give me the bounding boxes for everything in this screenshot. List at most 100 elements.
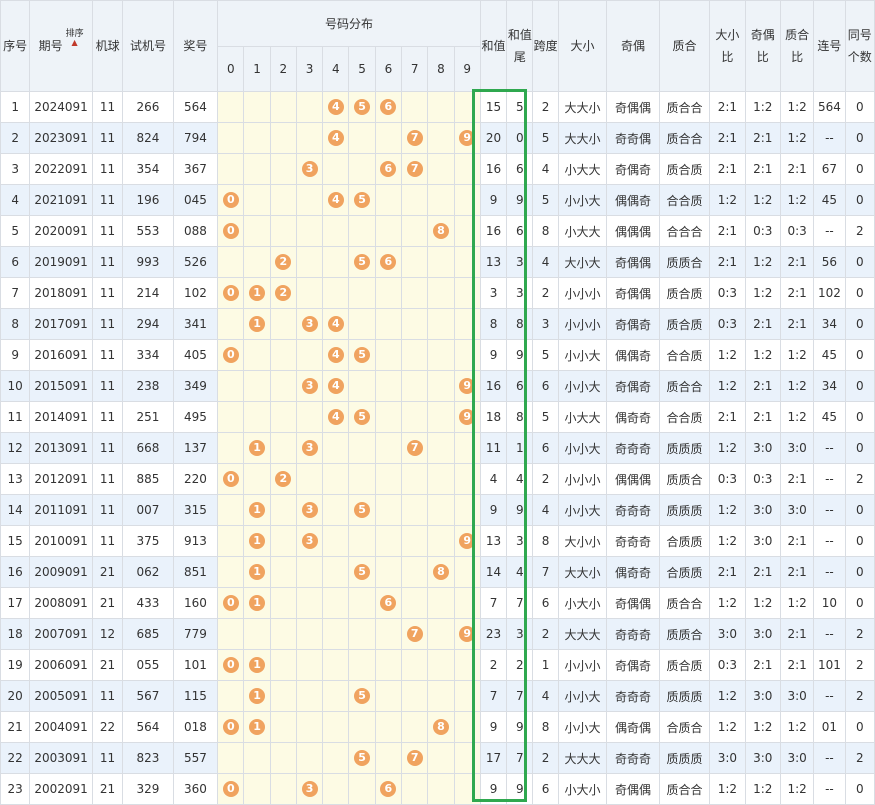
dist-cell [269,184,297,216]
cell-prime: 质合合 [658,587,711,619]
dist-cell [427,680,455,712]
dist-cell [243,401,271,433]
cell-span: 3 [532,308,559,340]
cell-machine: 11 [91,153,124,185]
digit-header: 8 [427,46,455,92]
dist-cell [322,432,350,464]
cell-sr: 1:2 [709,680,746,712]
cell-pr: 1:2 [744,773,781,805]
dist-cell [295,339,324,371]
sort-button[interactable]: 排序 ▲ [66,29,84,47]
cell-prize: 405 [172,339,219,371]
cell-same: 2 [844,680,875,712]
cell-seq: 12 [0,432,31,464]
dist-cell [295,91,324,123]
dist-cell [453,556,481,588]
cell-sum: 16 [479,370,508,402]
cell-consec: 34 [813,370,846,402]
cell-tail: 2 [506,649,534,681]
cell-period: 2024091 [29,91,93,123]
dist-cell [374,215,403,247]
dist-cell [401,308,429,340]
cell-qr: 2:1 [779,618,815,650]
cell-consec: 45 [813,401,846,433]
cell-parity: 奇奇奇 [606,525,660,557]
dist-cell [269,339,297,371]
cell-pr: 3:0 [744,618,781,650]
dist-cell [401,649,429,681]
dist-cell: 1 [243,587,271,619]
col-machine: 机球 [91,0,124,92]
dist-cell [348,153,376,185]
dist-cell: 2 [269,277,297,309]
cell-prime: 合质合 [658,711,711,743]
cell-sum: 23 [479,618,508,650]
dist-cell [374,308,403,340]
table-row: 23 2002091 21 329 360 0 3 6 9 9 6 小大小 奇偶偶 质合合 1:2 1:2 1:… [0,773,875,805]
cell-sum: 16 [479,153,508,185]
cell-sum: 14 [479,556,508,588]
cell-seq: 16 [0,556,31,588]
cell-test: 214 [122,277,174,309]
cell-tail: 7 [506,742,534,774]
cell-consec: -- [813,556,846,588]
dist-cell [217,91,245,123]
cell-same: 0 [844,525,875,557]
dist-cell [269,649,297,681]
cell-machine: 11 [91,246,124,278]
dist-cell: 3 [295,773,324,805]
cell-sum: 4 [479,463,508,495]
number-ball: 4 [327,99,344,115]
cell-qr: 1:2 [779,370,815,402]
table-row: 8 2017091 11 294 341 1 3 4 8 8 3 小小小 奇偶奇 质合质 0:3 2:1 2:1… [0,308,875,340]
cell-span: 4 [532,153,559,185]
col-parity-ratio: 奇偶比 [744,0,781,92]
dist-cell: 5 [348,401,376,433]
cell-seq: 15 [0,525,31,557]
cell-sr: 2:1 [709,153,746,185]
dist-cell [269,742,297,774]
dist-cell [427,618,455,650]
dist-cell: 8 [427,556,455,588]
cell-test: 885 [122,463,174,495]
dist-cell: 0 [217,649,245,681]
cell-size: 小小大 [557,494,608,526]
dist-cell [453,773,481,805]
cell-sum: 16 [479,215,508,247]
cell-test: 823 [122,742,174,774]
cell-sr: 2:1 [709,401,746,433]
cell-span: 8 [532,525,559,557]
cell-pr: 2:1 [744,370,781,402]
cell-machine: 11 [91,432,124,464]
cell-seq: 9 [0,339,31,371]
dist-cell [427,91,455,123]
cell-qr: 1:2 [779,711,815,743]
cell-pr: 1:2 [744,91,781,123]
cell-sr: 0:3 [709,463,746,495]
cell-parity: 奇偶偶 [606,277,660,309]
cell-prize: 137 [172,432,219,464]
dist-cell: 1 [243,432,271,464]
dist-cell: 7 [401,153,429,185]
cell-qr: 1:2 [779,773,815,805]
cell-seq: 23 [0,773,31,805]
cell-prize: 102 [172,277,219,309]
dist-cell: 1 [243,494,271,526]
number-ball: 7 [406,626,423,642]
cell-span: 8 [532,215,559,247]
dist-cell [401,277,429,309]
cell-qr: 0:3 [779,215,815,247]
cell-consec: 34 [813,308,846,340]
cell-qr: 2:1 [779,153,815,185]
col-period[interactable]: 期号排序 ▲ [29,0,93,92]
cell-span: 4 [532,680,559,712]
dist-cell: 0 [217,215,245,247]
cell-same: 0 [844,277,875,309]
cell-pr: 1:2 [744,587,781,619]
cell-prize: 557 [172,742,219,774]
cell-sum: 20 [479,122,508,154]
dist-cell [295,680,324,712]
dist-cell [348,215,376,247]
cell-sum: 2 [479,649,508,681]
dist-cell [374,401,403,433]
